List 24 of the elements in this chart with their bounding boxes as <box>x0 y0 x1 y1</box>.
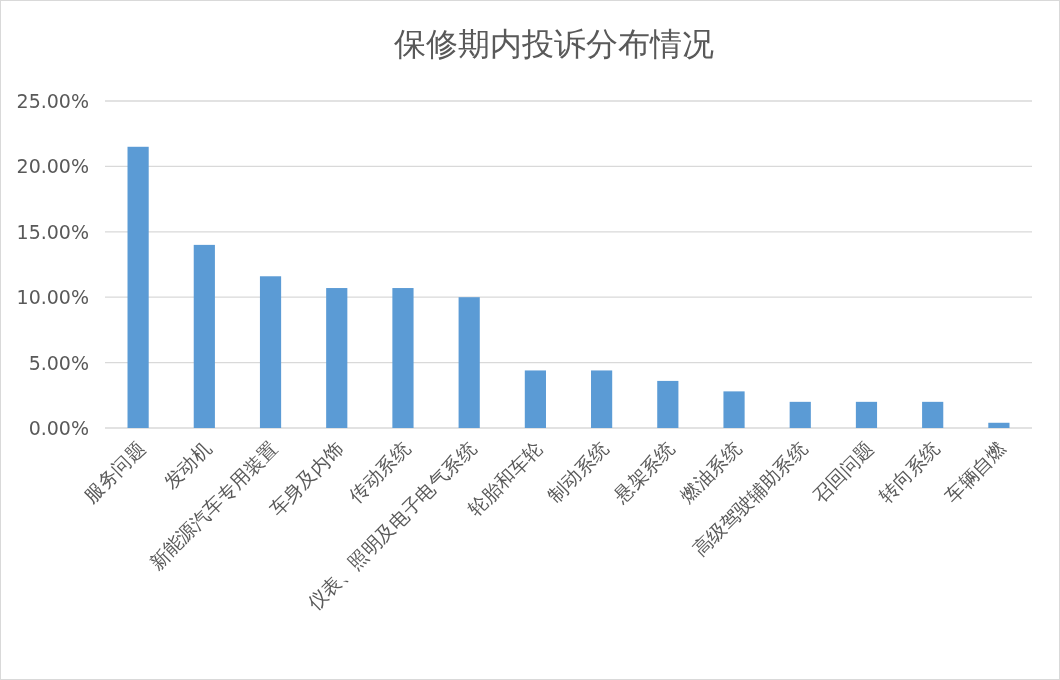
bar <box>723 391 745 428</box>
bar <box>127 146 149 428</box>
y-tick-label: 10.00% <box>16 286 89 309</box>
y-tick-label: 0.00% <box>28 417 89 439</box>
x-tick-label: 发动机 <box>159 437 216 494</box>
chart-title: 保修期内投诉分布情况 <box>393 25 714 63</box>
bar <box>789 401 811 428</box>
y-tick-label: 20.00% <box>16 155 89 178</box>
bar <box>922 401 944 428</box>
x-tick-label: 制动系统 <box>543 437 613 507</box>
y-tick-label: 25.00% <box>16 90 89 112</box>
bar <box>855 401 878 428</box>
bar <box>657 380 679 428</box>
bar <box>458 297 480 428</box>
y-tick-label: 5.00% <box>28 351 89 374</box>
y-tick-label: 15.00% <box>16 220 89 243</box>
bar <box>193 244 215 428</box>
bar <box>259 276 282 428</box>
bar <box>392 288 414 428</box>
bar <box>524 370 546 428</box>
bar <box>988 422 1010 428</box>
bar <box>591 370 613 428</box>
x-tick-label: 服务问题 <box>79 437 149 507</box>
bar <box>326 288 348 428</box>
